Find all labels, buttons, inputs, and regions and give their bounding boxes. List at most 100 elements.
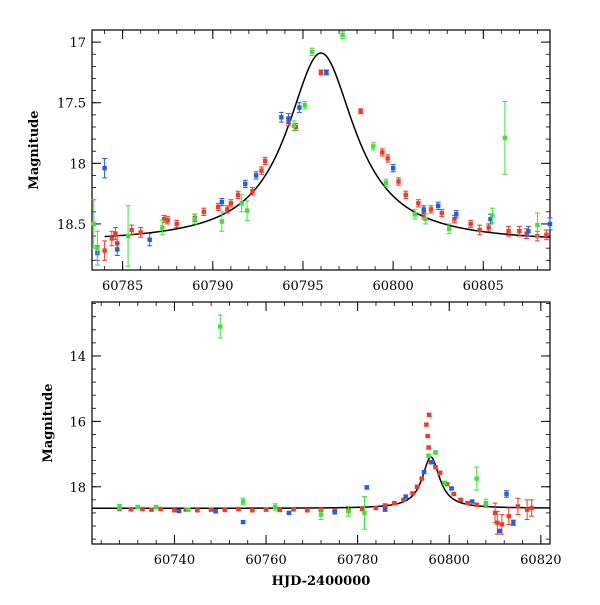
bottom-model-curve [92, 456, 551, 510]
red-data-point [410, 491, 415, 496]
red-data-point [165, 218, 170, 223]
red-data-point [373, 505, 379, 511]
red-data-point [208, 507, 214, 512]
x-tick-label: 60795 [282, 279, 323, 294]
blue-data-point [403, 494, 408, 499]
red-data-point [263, 507, 269, 512]
red-data-point [380, 150, 385, 155]
x-tick-label: 60800 [372, 279, 413, 294]
green-data-point [446, 226, 452, 231]
blue-data-point [488, 216, 493, 222]
red-data-point [140, 506, 145, 512]
blue-data-point [147, 237, 152, 242]
red-data-point [439, 210, 445, 216]
red-data-point [360, 506, 365, 512]
red-data-point [433, 464, 438, 470]
green-data-point [474, 476, 479, 481]
red-data-point [452, 216, 457, 222]
x-tick-label: 60805 [463, 279, 504, 294]
red-data-point [437, 470, 443, 475]
red-data-point [172, 508, 177, 513]
red-data-point [216, 204, 221, 210]
green-data-point [219, 219, 225, 224]
green-data-point [244, 208, 250, 213]
green-data-point [426, 453, 431, 458]
red-data-point [428, 207, 434, 212]
red-data-point [425, 433, 430, 439]
red-data-point [277, 507, 282, 513]
green-data-point [442, 480, 447, 486]
model-fit-line [104, 52, 551, 239]
red-data-point [382, 503, 388, 508]
bottom-panel-full-light-curve: Magnitude HJD-2400000 60740 60760 60780 608… [41, 301, 562, 589]
green-data-point [135, 504, 140, 510]
red-data-point [486, 225, 491, 230]
red-data-point [385, 156, 390, 161]
red-data-point [318, 70, 324, 75]
blue-data-point [115, 247, 120, 252]
top-plot-frame [91, 29, 551, 271]
red-data-point [421, 213, 426, 218]
green-data-point [291, 123, 297, 128]
green-data-point [502, 135, 508, 141]
blue-data-point [324, 70, 329, 75]
red-data-point [474, 502, 479, 507]
green-data-point [302, 102, 307, 108]
red-data-point [195, 508, 200, 513]
red-data-point [109, 236, 115, 241]
blue-data-point [430, 460, 435, 465]
red-data-point [517, 229, 522, 234]
blue-data-point [213, 509, 218, 514]
y-tick-label: 18 [69, 157, 86, 172]
red-data-point [403, 192, 408, 198]
red-data-point [492, 510, 498, 516]
blue-data-point [364, 485, 369, 490]
red-data-point [291, 507, 296, 512]
green-data-point [273, 504, 278, 510]
blue-data-point [421, 469, 427, 475]
red-data-point [544, 232, 549, 238]
blue-data-point [436, 203, 441, 208]
green-data-point [239, 201, 244, 206]
blue-data-point [449, 486, 454, 491]
green-data-point [125, 233, 131, 239]
x-tick-label: 60780 [337, 553, 378, 568]
blue-data-point [454, 212, 459, 217]
blue-data-point [176, 508, 182, 514]
y-tick-label: 17 [69, 36, 86, 51]
red-data-point [161, 216, 167, 222]
blue-data-point [390, 165, 396, 171]
blue-data-point [286, 510, 292, 516]
green-data-point [423, 216, 428, 222]
green-data-point [153, 504, 159, 510]
blue-data-point [526, 229, 531, 234]
green-data-point [95, 245, 100, 251]
green-data-point [433, 450, 438, 455]
green-data-point [362, 510, 367, 516]
green-data-point [535, 222, 540, 228]
red-data-point [183, 507, 189, 512]
red-data-point [235, 192, 241, 198]
model-fit-line [92, 456, 551, 510]
top-data-points [91, 30, 553, 267]
blue-data-point [547, 221, 553, 227]
red-data-point [524, 231, 529, 236]
blue-data-point [253, 173, 259, 178]
blue-data-point [332, 510, 337, 515]
red-data-point [305, 508, 310, 513]
y-tick-label: 14 [69, 350, 86, 365]
top-y-axis-title: Magnitude [27, 110, 42, 189]
red-data-point [138, 230, 143, 235]
y-tick-label: 18.5 [57, 218, 86, 233]
red-data-point [392, 500, 397, 506]
bottom-data-points [116, 314, 535, 535]
red-data-point [424, 422, 429, 427]
red-data-point [225, 207, 230, 212]
blue-data-point [469, 499, 475, 504]
blue-data-point [286, 116, 291, 121]
red-data-point [129, 227, 134, 233]
blue-data-point [421, 207, 426, 212]
red-data-point [236, 506, 241, 512]
